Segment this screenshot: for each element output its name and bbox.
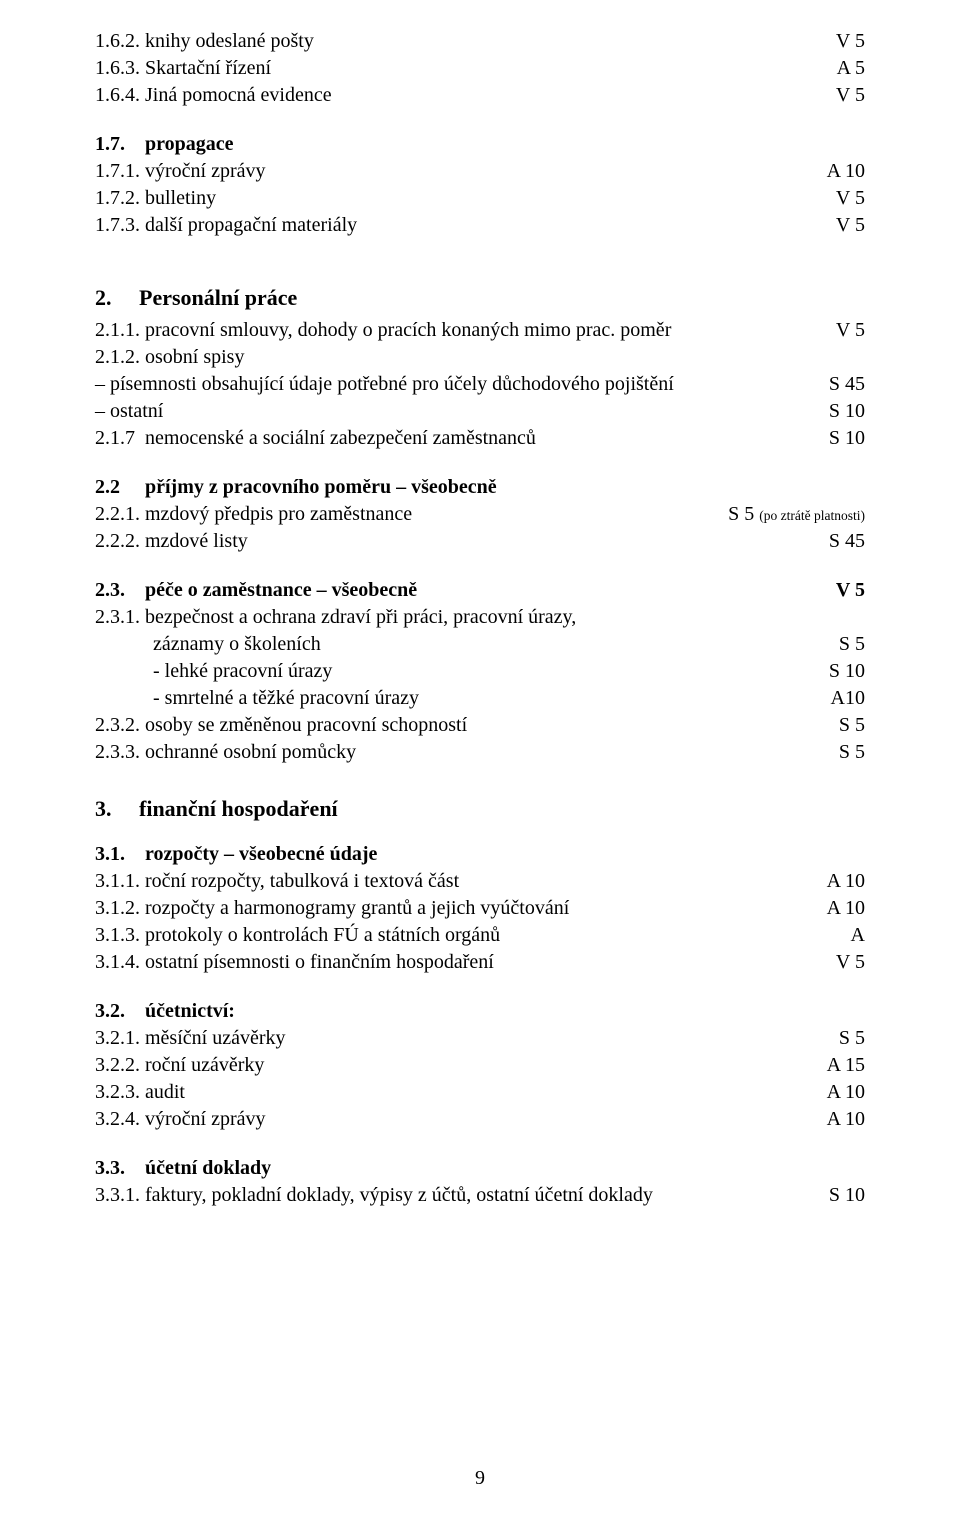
item-2-3-3: 2.3.3. ochranné osobní pomůcky S 5 [95,739,865,766]
heading-2-2: 2.2 příjmy z pracovního poměru – všeobec… [95,474,865,501]
heading-3-2: 3.2. účetnictví: [95,998,865,1025]
item-2-1-1: 2.1.1. pracovní smlouvy, dohody o pracíc… [95,317,865,344]
heading-1-7: 1.7. propagace [95,131,865,158]
item-3-1-3: 3.1.3. protokoly o kontrolách FÚ a státn… [95,922,865,949]
item-2-2-1: 2.2.1. mzdový předpis pro zaměstnance S … [95,501,865,528]
item-2-1-2-b: – ostatní S 10 [95,398,865,425]
item-1-7-2: 1.7.2. bulletiny V 5 [95,185,865,212]
heading-3-3: 3.3. účetní doklady [95,1155,865,1182]
item-2-3-1: 2.3.1. bezpečnost a ochrana zdraví při p… [95,604,865,631]
item-2-3-2: 2.3.2. osoby se změněnou pracovní schopn… [95,712,865,739]
item-3-2-1: 3.2.1. měsíční uzávěrky S 5 [95,1025,865,1052]
heading-3: 3. finanční hospodaření [95,794,865,824]
heading-3-1: 3.1. rozpočty – všeobecné údaje [95,841,865,868]
item-1-7-1: 1.7.1. výroční zprávy A 10 [95,158,865,185]
item-1-6-4: 1.6.4. Jiná pomocná evidence V 5 [95,82,865,109]
item-3-1-1: 3.1.1. roční rozpočty, tabulková i texto… [95,868,865,895]
text: knihy odeslané pošty [145,30,314,52]
item-3-1-2: 3.1.2. rozpočty a harmonogramy grantů a … [95,895,865,922]
index: 1.6.2. [95,28,140,55]
item-2-3-1-a: záznamy o školeních S 5 [95,631,865,658]
item-2-1-2: 2.1.2. osobní spisy [95,344,865,371]
heading-2-3: 2.3. péče o zaměstnance – všeobecně V 5 [95,577,865,604]
value: V 5 [836,28,865,55]
note: (po ztrátě platnosti) [759,508,865,523]
item-2-3-1-c: - smrtelné a těžké pracovní úrazy A10 [95,685,865,712]
page-number: 9 [0,1465,960,1492]
item-2-1-2-a: – písemnosti obsahující údaje potřebné p… [95,371,865,398]
item-3-1-4: 3.1.4. ostatní písemnosti o finančním ho… [95,949,865,976]
item-3-2-3: 3.2.3. audit A 10 [95,1079,865,1106]
item-1-6-3: 1.6.3. Skartační řízení A 5 [95,55,865,82]
heading-2: 2. Personální práce [95,283,865,313]
item-2-3-1-b: - lehké pracovní úrazy S 10 [95,658,865,685]
item-3-3-1: 3.3.1. faktury, pokladní doklady, výpisy… [95,1182,865,1209]
item-1-7-3: 1.7.3. další propagační materiály V 5 [95,212,865,239]
label: 1.6.2. knihy odeslané pošty [95,28,836,55]
item-2-1-7: 2.1.7 nemocenské a sociální zabezpečení … [95,425,865,452]
item-3-2-2: 3.2.2. roční uzávěrky A 15 [95,1052,865,1079]
item-2-2-2: 2.2.2. mzdové listy S 45 [95,528,865,555]
item-1-6-2: 1.6.2. knihy odeslané pošty V 5 [95,28,865,55]
item-3-2-4: 3.2.4. výroční zprávy A 10 [95,1106,865,1133]
